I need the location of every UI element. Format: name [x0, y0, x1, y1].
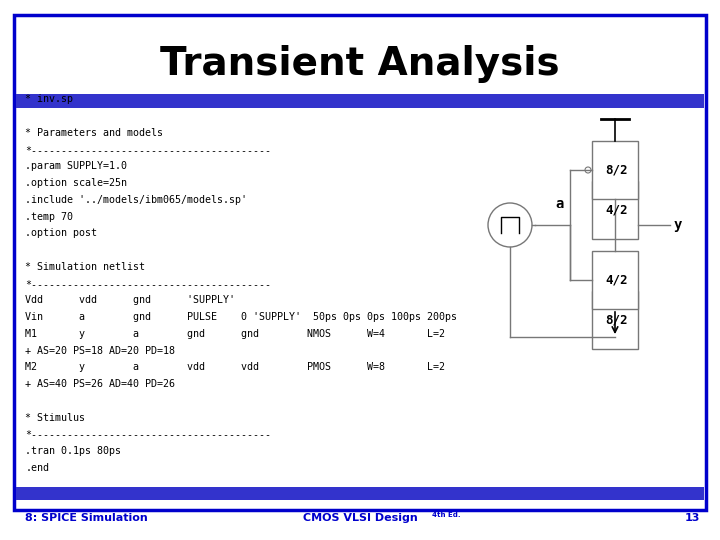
- Text: *----------------------------------------: *---------------------------------------…: [25, 145, 271, 155]
- Text: * Simulation netlist: * Simulation netlist: [25, 262, 145, 272]
- Bar: [592, 181, 638, 239]
- Text: 4/2: 4/2: [606, 204, 629, 217]
- Text: .end: .end: [25, 463, 49, 473]
- Text: Transient Analysis: Transient Analysis: [160, 45, 560, 83]
- Text: Vdd      vdd      gnd      'SUPPLY': Vdd vdd gnd 'SUPPLY': [25, 295, 235, 306]
- Text: .option post: .option post: [25, 228, 97, 239]
- Text: 13: 13: [685, 513, 700, 523]
- Text: a: a: [556, 197, 564, 211]
- Text: 8/2: 8/2: [606, 314, 629, 327]
- Bar: [592, 291, 638, 349]
- Text: Vin      a        gnd      PULSE    0 'SUPPLY'  50ps 0ps 0ps 100ps 200ps: Vin a gnd PULSE 0 'SUPPLY' 50ps 0ps 0ps …: [25, 312, 457, 322]
- Text: *----------------------------------------: *---------------------------------------…: [25, 279, 271, 289]
- Text: + AS=40 PS=26 AD=40 PD=26: + AS=40 PS=26 AD=40 PD=26: [25, 379, 175, 389]
- Text: CMOS VLSI Design: CMOS VLSI Design: [302, 513, 418, 523]
- Text: .tran 0.1ps 80ps: .tran 0.1ps 80ps: [25, 446, 121, 456]
- Text: * inv.sp: * inv.sp: [25, 94, 73, 105]
- Text: .include '../models/ibm065/models.sp': .include '../models/ibm065/models.sp': [25, 195, 247, 205]
- Text: M2       y        a        vdd      vdd        PMOS      W=8       L=2: M2 y a vdd vdd PMOS W=8 L=2: [25, 362, 445, 373]
- Text: * Parameters and models: * Parameters and models: [25, 128, 163, 138]
- Text: 4th Ed.: 4th Ed.: [432, 512, 461, 518]
- Text: 8/2: 8/2: [606, 164, 629, 177]
- Text: M1       y        a        gnd      gnd        NMOS      W=4       L=2: M1 y a gnd gnd NMOS W=4 L=2: [25, 329, 445, 339]
- Text: + AS=20 PS=18 AD=20 PD=18: + AS=20 PS=18 AD=20 PD=18: [25, 346, 175, 356]
- Bar: [16, 487, 704, 500]
- Text: .param SUPPLY=1.0: .param SUPPLY=1.0: [25, 161, 127, 172]
- Bar: [592, 141, 638, 199]
- Text: .temp 70: .temp 70: [25, 212, 73, 222]
- Bar: [592, 251, 638, 309]
- Bar: [16, 94, 704, 108]
- Text: *----------------------------------------: *---------------------------------------…: [25, 429, 271, 440]
- Text: .option scale=25n: .option scale=25n: [25, 178, 127, 188]
- Text: 8: SPICE Simulation: 8: SPICE Simulation: [25, 513, 148, 523]
- Text: y: y: [674, 218, 683, 232]
- Text: 4/2: 4/2: [606, 273, 629, 287]
- Text: * Stimulus: * Stimulus: [25, 413, 85, 423]
